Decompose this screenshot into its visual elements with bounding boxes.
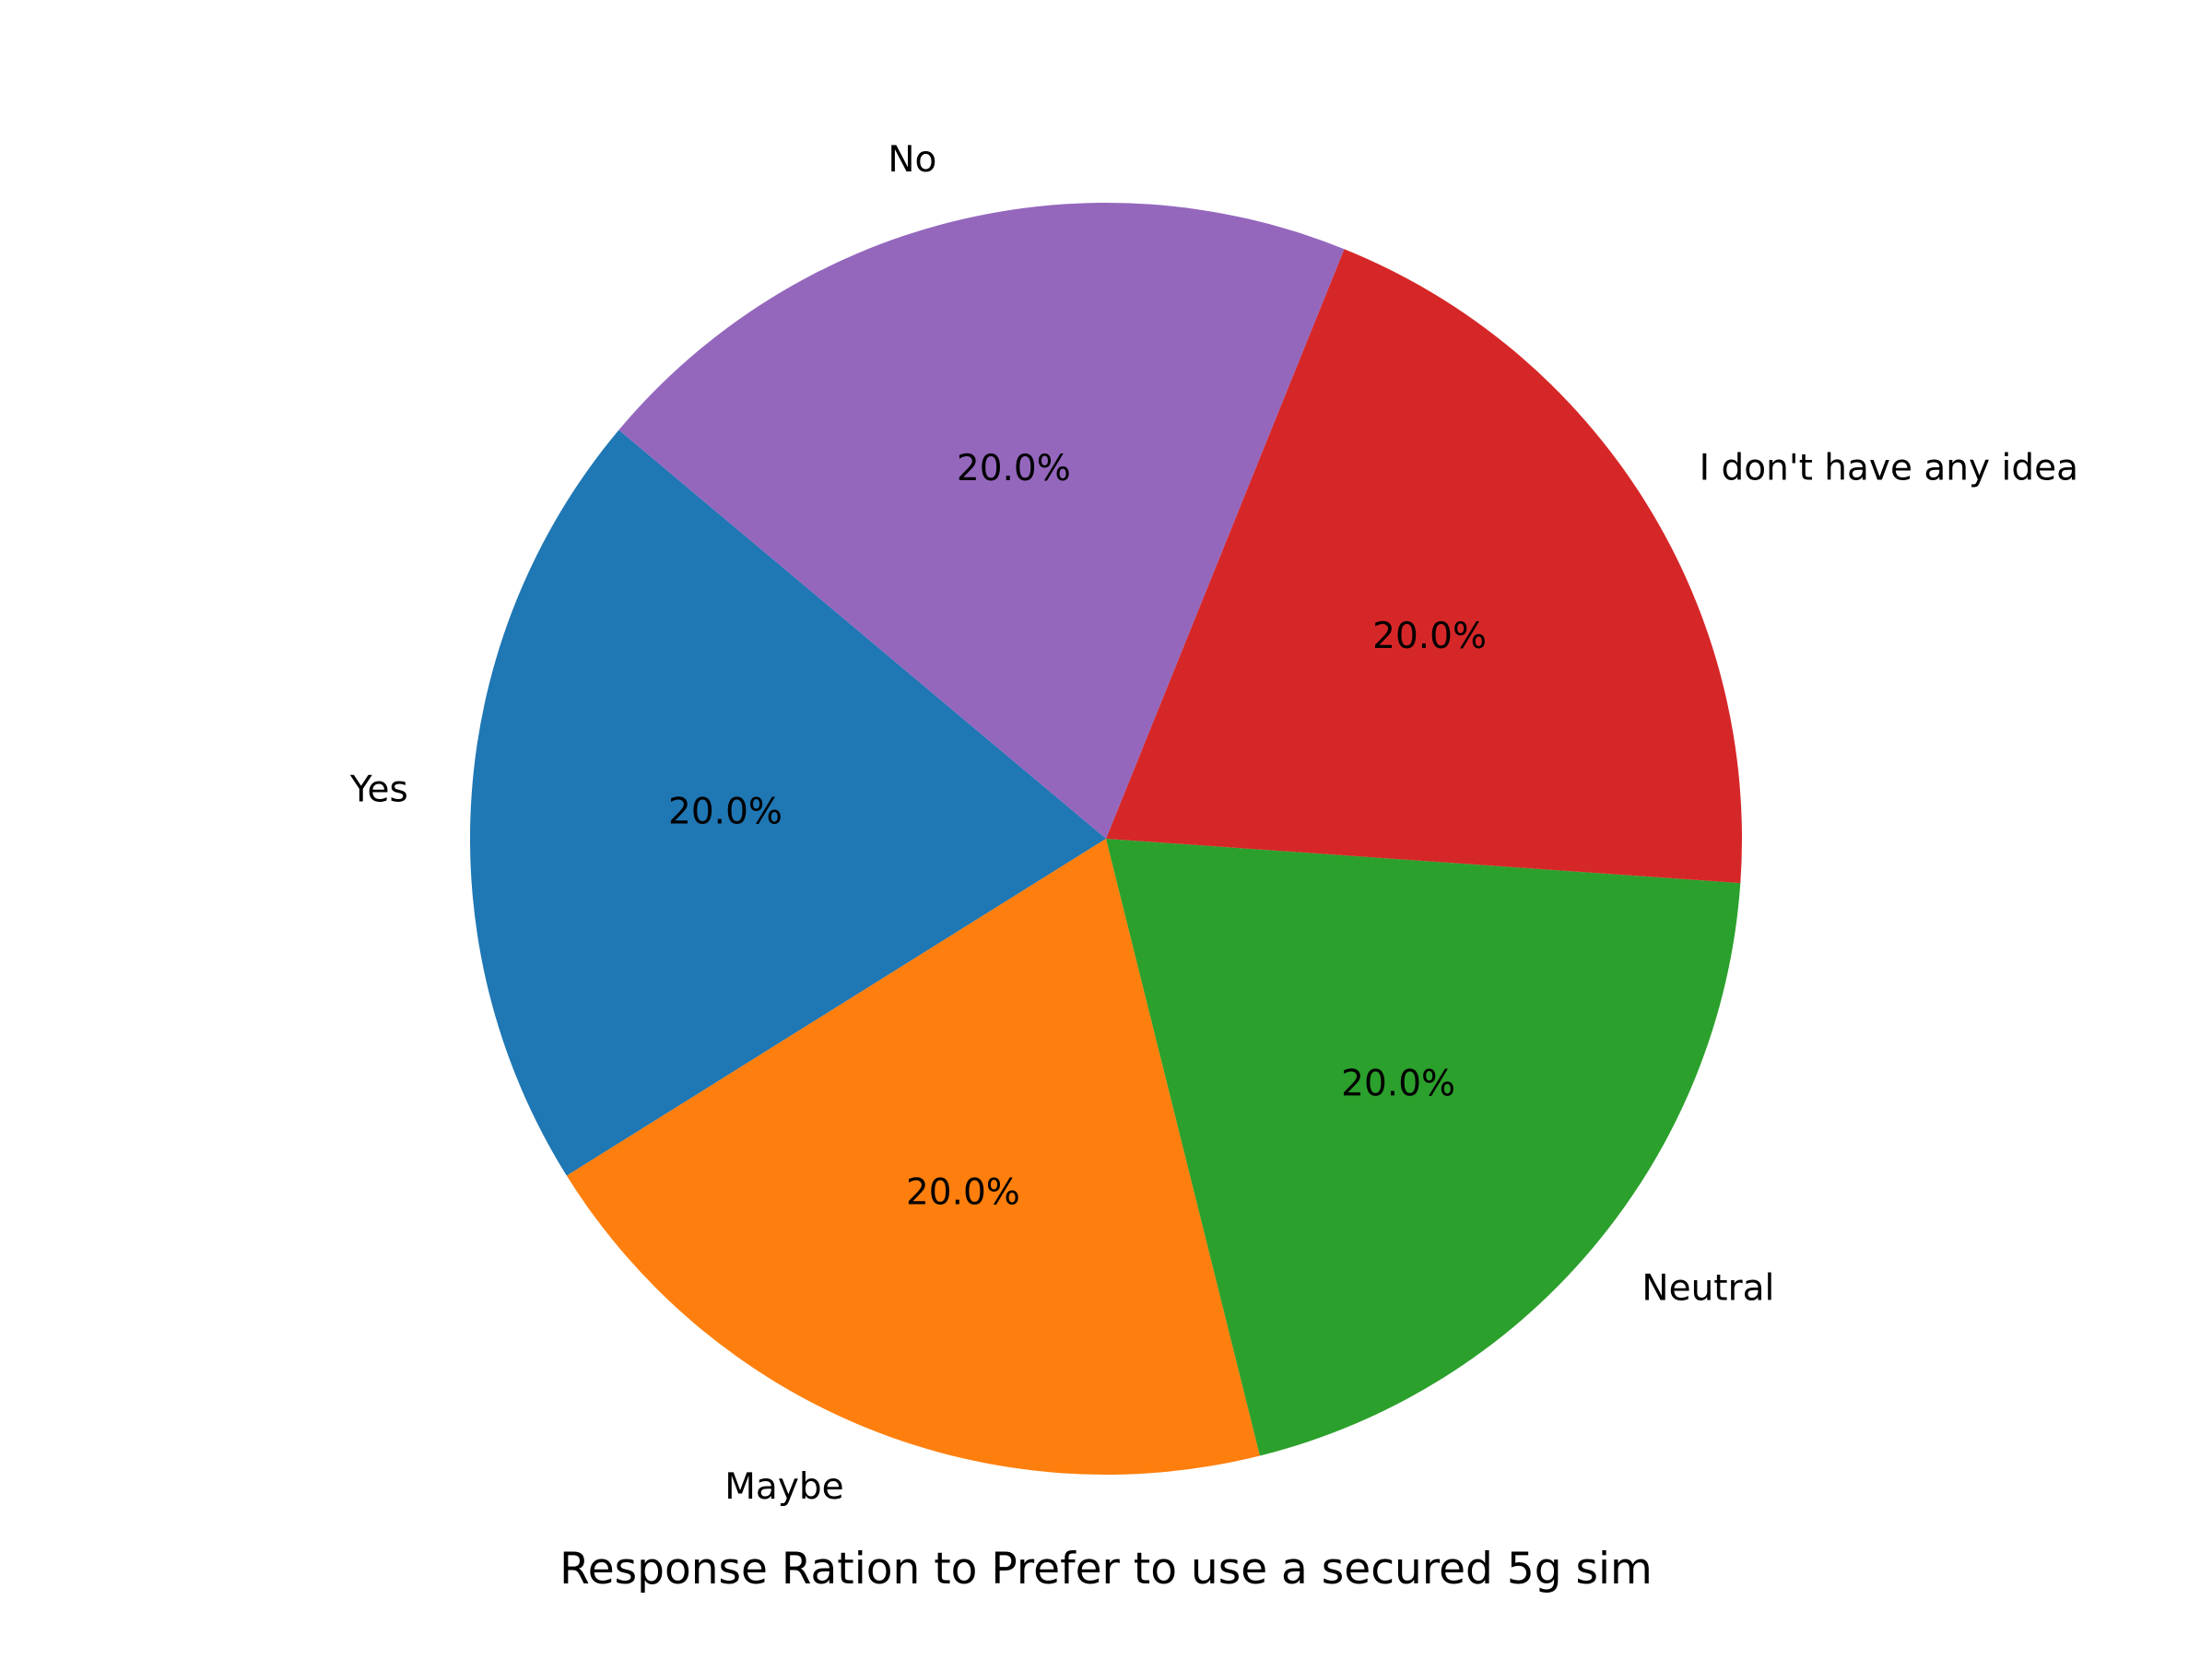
pie-slice-i-don-t-have-any-idea [1106, 249, 1743, 884]
slice-label: Neutral [1641, 1267, 1774, 1309]
pie-slice-no [618, 202, 1345, 839]
pie-labels: Yes 20.0% Maybe 20.0% Neutral 20.0% I don't ha… [349, 139, 2078, 1508]
slice-percent-label: 20.0% [906, 1171, 1020, 1213]
slice-percent-label: 20.0% [1372, 616, 1487, 657]
pie-slice-neutral [1106, 839, 1741, 1456]
slice-label: Yes [349, 770, 408, 811]
pie-slices [470, 202, 1743, 1475]
slice-label: Maybe [724, 1466, 843, 1508]
pie-slice-maybe [566, 839, 1260, 1475]
pie-slice-yes [470, 429, 1106, 1176]
slice-label: I don't have any idea [1700, 447, 2078, 488]
slice-percent-label: 20.0% [957, 448, 1071, 489]
chart-title: Response Ration to Prefer to use a secur… [559, 1544, 1653, 1594]
slice-percent-label: 20.0% [1341, 1064, 1455, 1105]
slice-percent-label: 20.0% [668, 792, 782, 833]
slice-label: No [888, 139, 936, 181]
